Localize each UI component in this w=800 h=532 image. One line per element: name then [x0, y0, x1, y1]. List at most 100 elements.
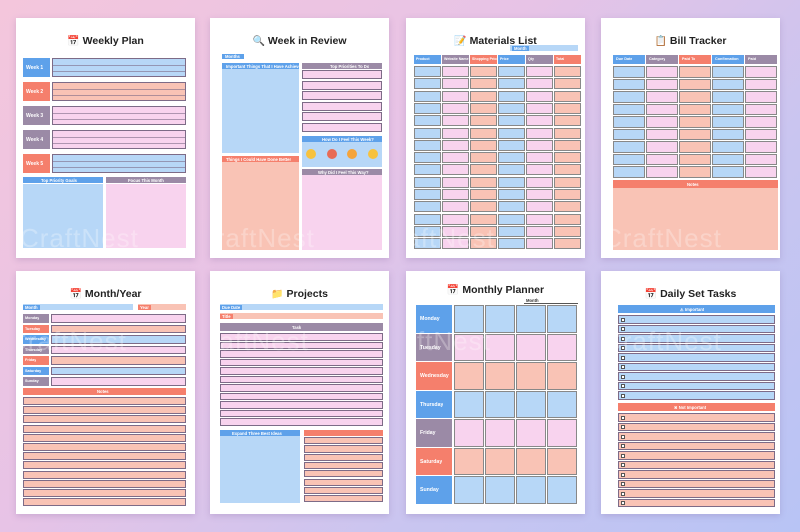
priority-row — [302, 112, 382, 121]
day-label-text: Saturday — [25, 368, 42, 373]
table-cell — [442, 127, 469, 139]
task-row — [618, 343, 775, 352]
column-header-text: Total — [556, 57, 565, 61]
table-cell — [613, 91, 645, 103]
table-cell — [745, 66, 777, 78]
day-label: Monday — [23, 314, 49, 323]
notes-row — [23, 489, 186, 497]
table-cell — [470, 115, 497, 127]
day-cell — [516, 476, 546, 504]
table-cell — [414, 115, 441, 127]
month-field: Month — [524, 298, 578, 304]
how-feel-header: How Do I Feel This Week? — [302, 136, 382, 142]
task-row — [618, 489, 775, 498]
day-cell — [547, 305, 577, 333]
table-cell — [712, 128, 744, 140]
due-date-field: Due Date — [220, 304, 383, 310]
week-label: Week 2 — [23, 82, 50, 101]
task-row — [618, 372, 775, 381]
table-cell — [679, 116, 711, 128]
table-cell — [442, 78, 469, 90]
checkbox[interactable] — [621, 355, 625, 360]
day-label-text: Wednesday — [420, 373, 449, 379]
checkbox[interactable] — [621, 482, 625, 486]
checkbox[interactable] — [621, 393, 625, 398]
table-cell — [554, 66, 581, 77]
notes-row — [23, 461, 186, 470]
column-header: Total — [554, 55, 581, 64]
checkbox[interactable] — [621, 317, 625, 322]
table-cell — [470, 213, 497, 225]
checkbox[interactable] — [621, 415, 625, 420]
table-cell — [613, 116, 645, 128]
task-row — [220, 341, 383, 349]
table-cell — [554, 201, 581, 213]
table-cell — [470, 225, 497, 237]
table-cell — [679, 103, 711, 115]
projects-title: 📁 Projects — [271, 288, 328, 300]
table-cell — [679, 78, 711, 90]
checkbox[interactable] — [621, 346, 625, 350]
table-cell — [414, 238, 441, 250]
table-cell — [442, 238, 469, 250]
column-header: Confirmation — [712, 55, 744, 64]
day-cell — [516, 362, 546, 390]
column-header: Website Name — [442, 55, 469, 64]
divider — [53, 65, 185, 66]
table-cell — [470, 201, 497, 213]
day-cell — [485, 362, 515, 390]
checkbox[interactable] — [621, 327, 625, 331]
table-cell — [414, 164, 441, 176]
divider — [53, 95, 185, 96]
table-cell — [554, 102, 581, 114]
table-cell — [712, 153, 744, 165]
table-cell — [442, 164, 469, 176]
column-header-text: Due Date — [616, 57, 633, 61]
materials-list-title: 📝 Materials List — [454, 35, 537, 47]
table-cell — [712, 141, 744, 153]
checkbox[interactable] — [621, 336, 625, 341]
table-cell — [442, 66, 469, 77]
table-cell — [498, 201, 525, 213]
table-cell — [526, 164, 553, 176]
clipboard-icon: 📋 — [654, 36, 667, 47]
calendar-icon: 📅 — [446, 285, 460, 296]
checkbox[interactable] — [621, 444, 625, 448]
task-row — [618, 441, 775, 450]
task-row — [618, 498, 775, 507]
table-cell — [554, 90, 581, 102]
table-cell — [498, 225, 525, 237]
day-cell — [454, 362, 484, 390]
checkbox[interactable] — [621, 491, 625, 496]
day-label: Thursday — [416, 390, 452, 418]
expand-ideas-box — [220, 436, 300, 503]
day-label-text: Tuesday — [420, 344, 441, 351]
checkbox[interactable] — [621, 434, 625, 439]
week-lines-box — [52, 82, 186, 101]
day-label-text: Friday — [420, 430, 436, 436]
table-cell — [442, 201, 469, 213]
warning-icon: ⚠ Important — [680, 306, 705, 312]
checkbox[interactable] — [621, 453, 625, 458]
day-label-text: Saturday — [420, 458, 443, 465]
day-cell — [485, 305, 515, 333]
task-row — [220, 418, 383, 426]
table-cell — [498, 115, 525, 127]
idea-row — [304, 453, 383, 461]
calendar-icon: 📅 — [69, 289, 82, 300]
checkbox[interactable] — [621, 365, 625, 369]
week-in-review-page: 🔍 Week in Review Months Important Things … — [210, 18, 389, 258]
achievements-header: Important Things That I Have Achieved — [222, 63, 303, 69]
table-cell — [646, 141, 678, 153]
priority-row — [302, 70, 382, 79]
checkbox[interactable] — [621, 384, 625, 388]
monthly-planner-page: 📅 Monthly Planner Month Monday Tuesday Wedn… — [406, 271, 585, 514]
task-row — [618, 381, 775, 390]
checkbox[interactable] — [621, 501, 625, 505]
table-cell — [613, 141, 645, 153]
checkbox[interactable] — [621, 425, 625, 429]
checkbox[interactable] — [621, 463, 625, 467]
table-cell — [554, 176, 581, 188]
checkbox[interactable] — [621, 472, 625, 477]
checkbox[interactable] — [621, 374, 625, 379]
